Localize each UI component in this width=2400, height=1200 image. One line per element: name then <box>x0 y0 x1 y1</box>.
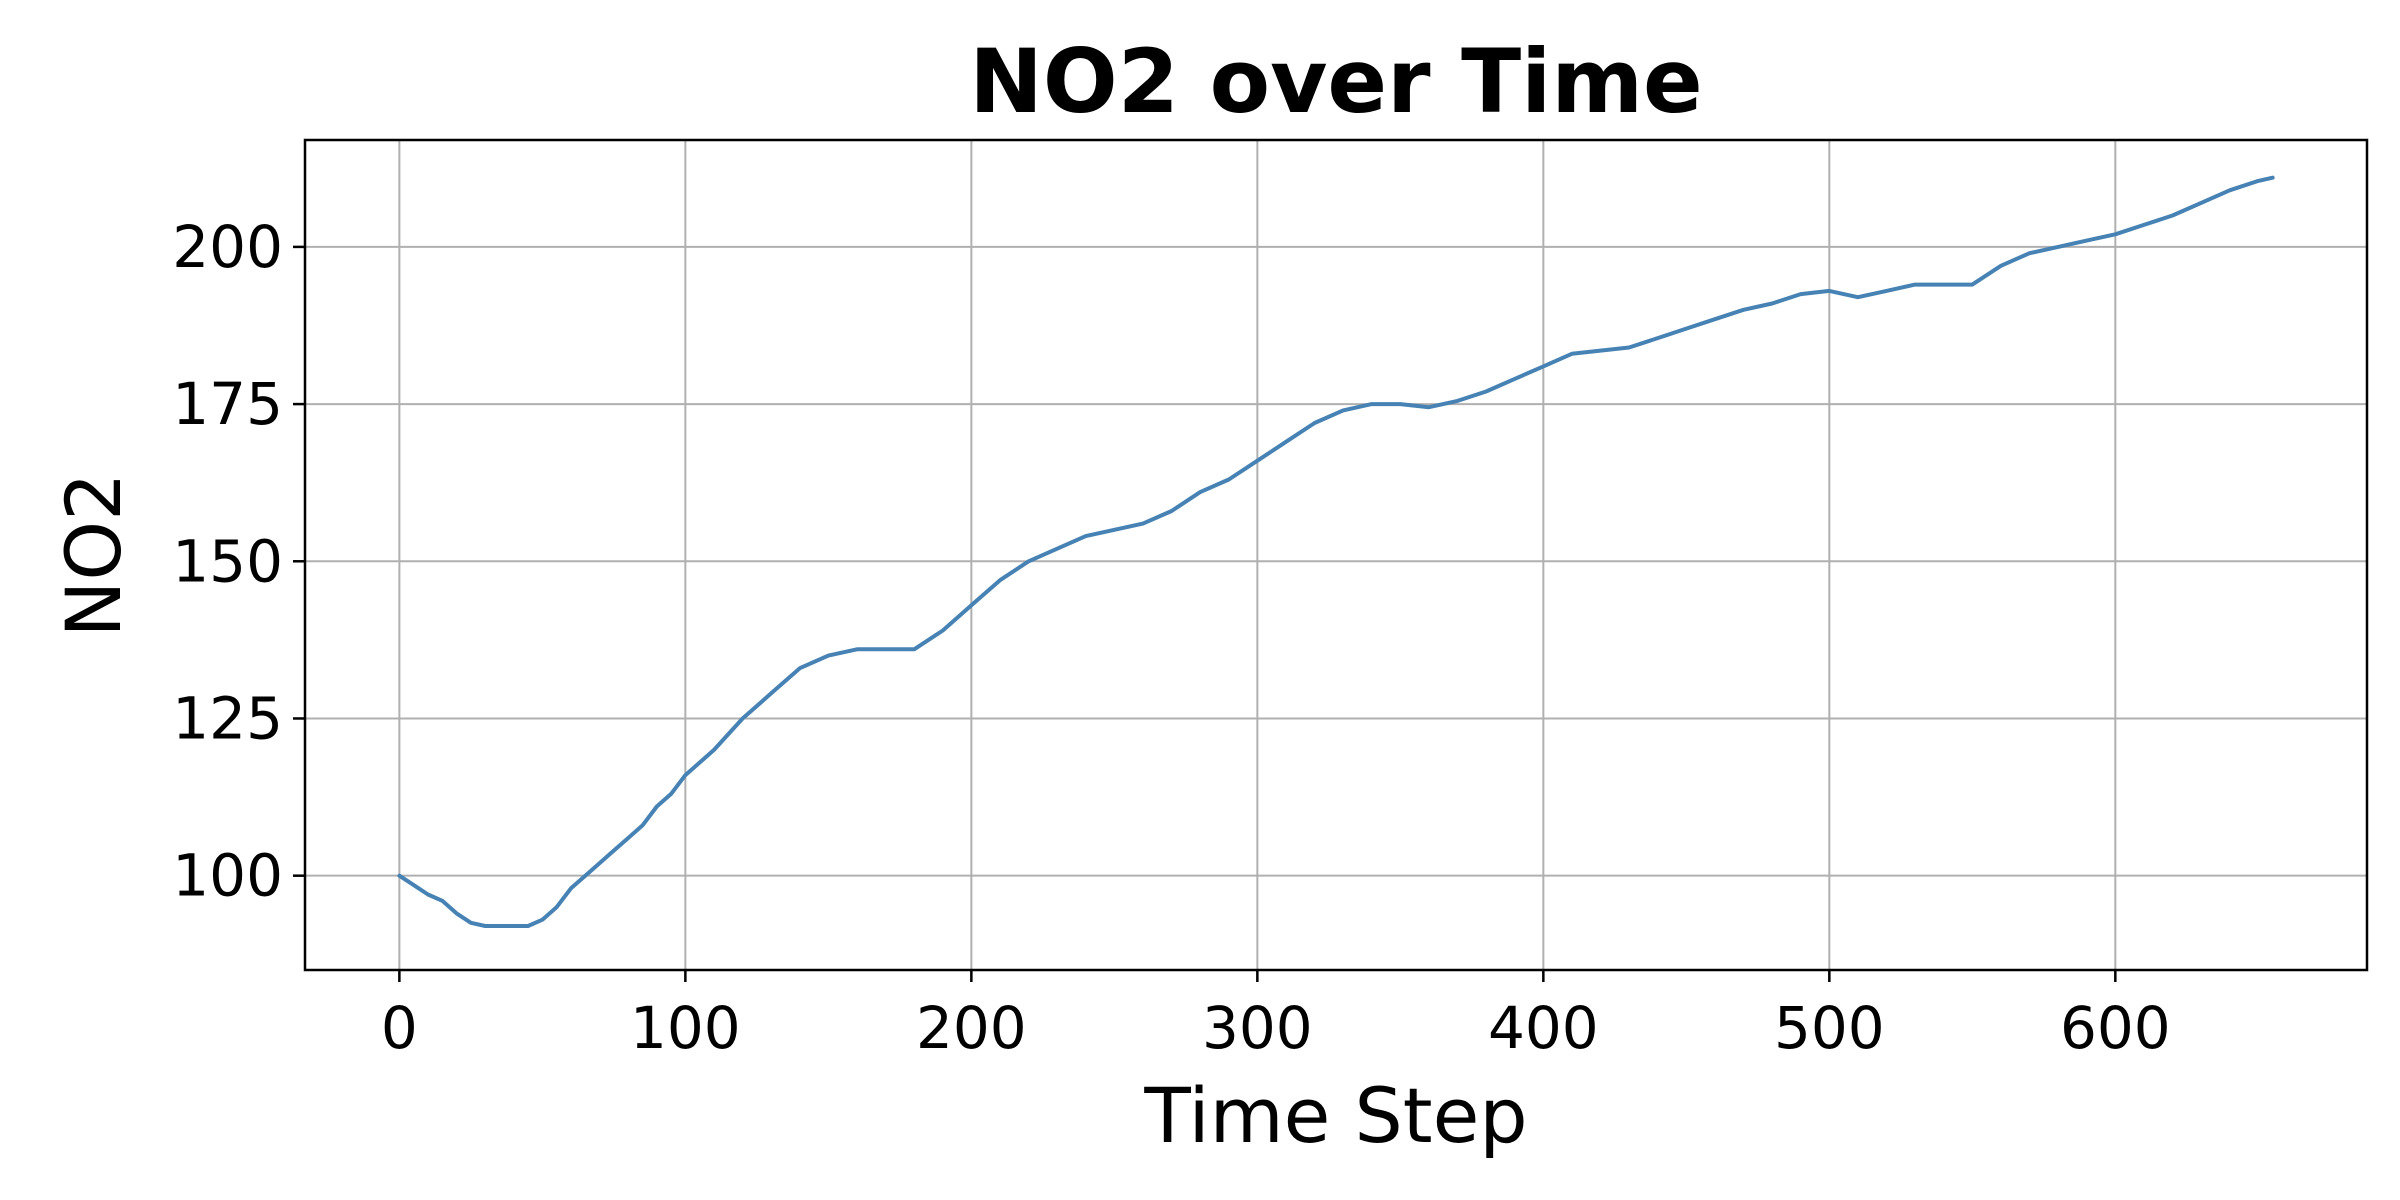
x-tick-label: 500 <box>1774 994 1885 1062</box>
y-tick-label: 125 <box>172 684 283 752</box>
x-axis-label: Time Step <box>1143 1071 1527 1160</box>
chart-title: NO2 over Time <box>969 30 1702 133</box>
series-line <box>397 175 2275 928</box>
x-tick-label: 0 <box>381 994 418 1062</box>
x-tick-label: 600 <box>2060 994 2171 1062</box>
y-tick-label: 175 <box>172 370 283 438</box>
y-tick-label: 100 <box>172 842 283 910</box>
plot-frame <box>303 138 2369 972</box>
y-tick-label: 150 <box>172 527 283 595</box>
axis-ticks: 0 100 200 300 400 500 600 100 125 150 175 200 <box>172 213 2170 1062</box>
x-tick-label: 400 <box>1488 994 1599 1062</box>
series-layer <box>397 175 2275 928</box>
x-tick-label: 200 <box>916 994 1027 1062</box>
y-axis-label: NO2 <box>49 472 138 637</box>
y-tick-label: 200 <box>172 213 283 281</box>
x-tick-label: 300 <box>1202 994 1313 1062</box>
grid-lines <box>305 140 2367 970</box>
x-tick-label: 100 <box>630 994 741 1062</box>
